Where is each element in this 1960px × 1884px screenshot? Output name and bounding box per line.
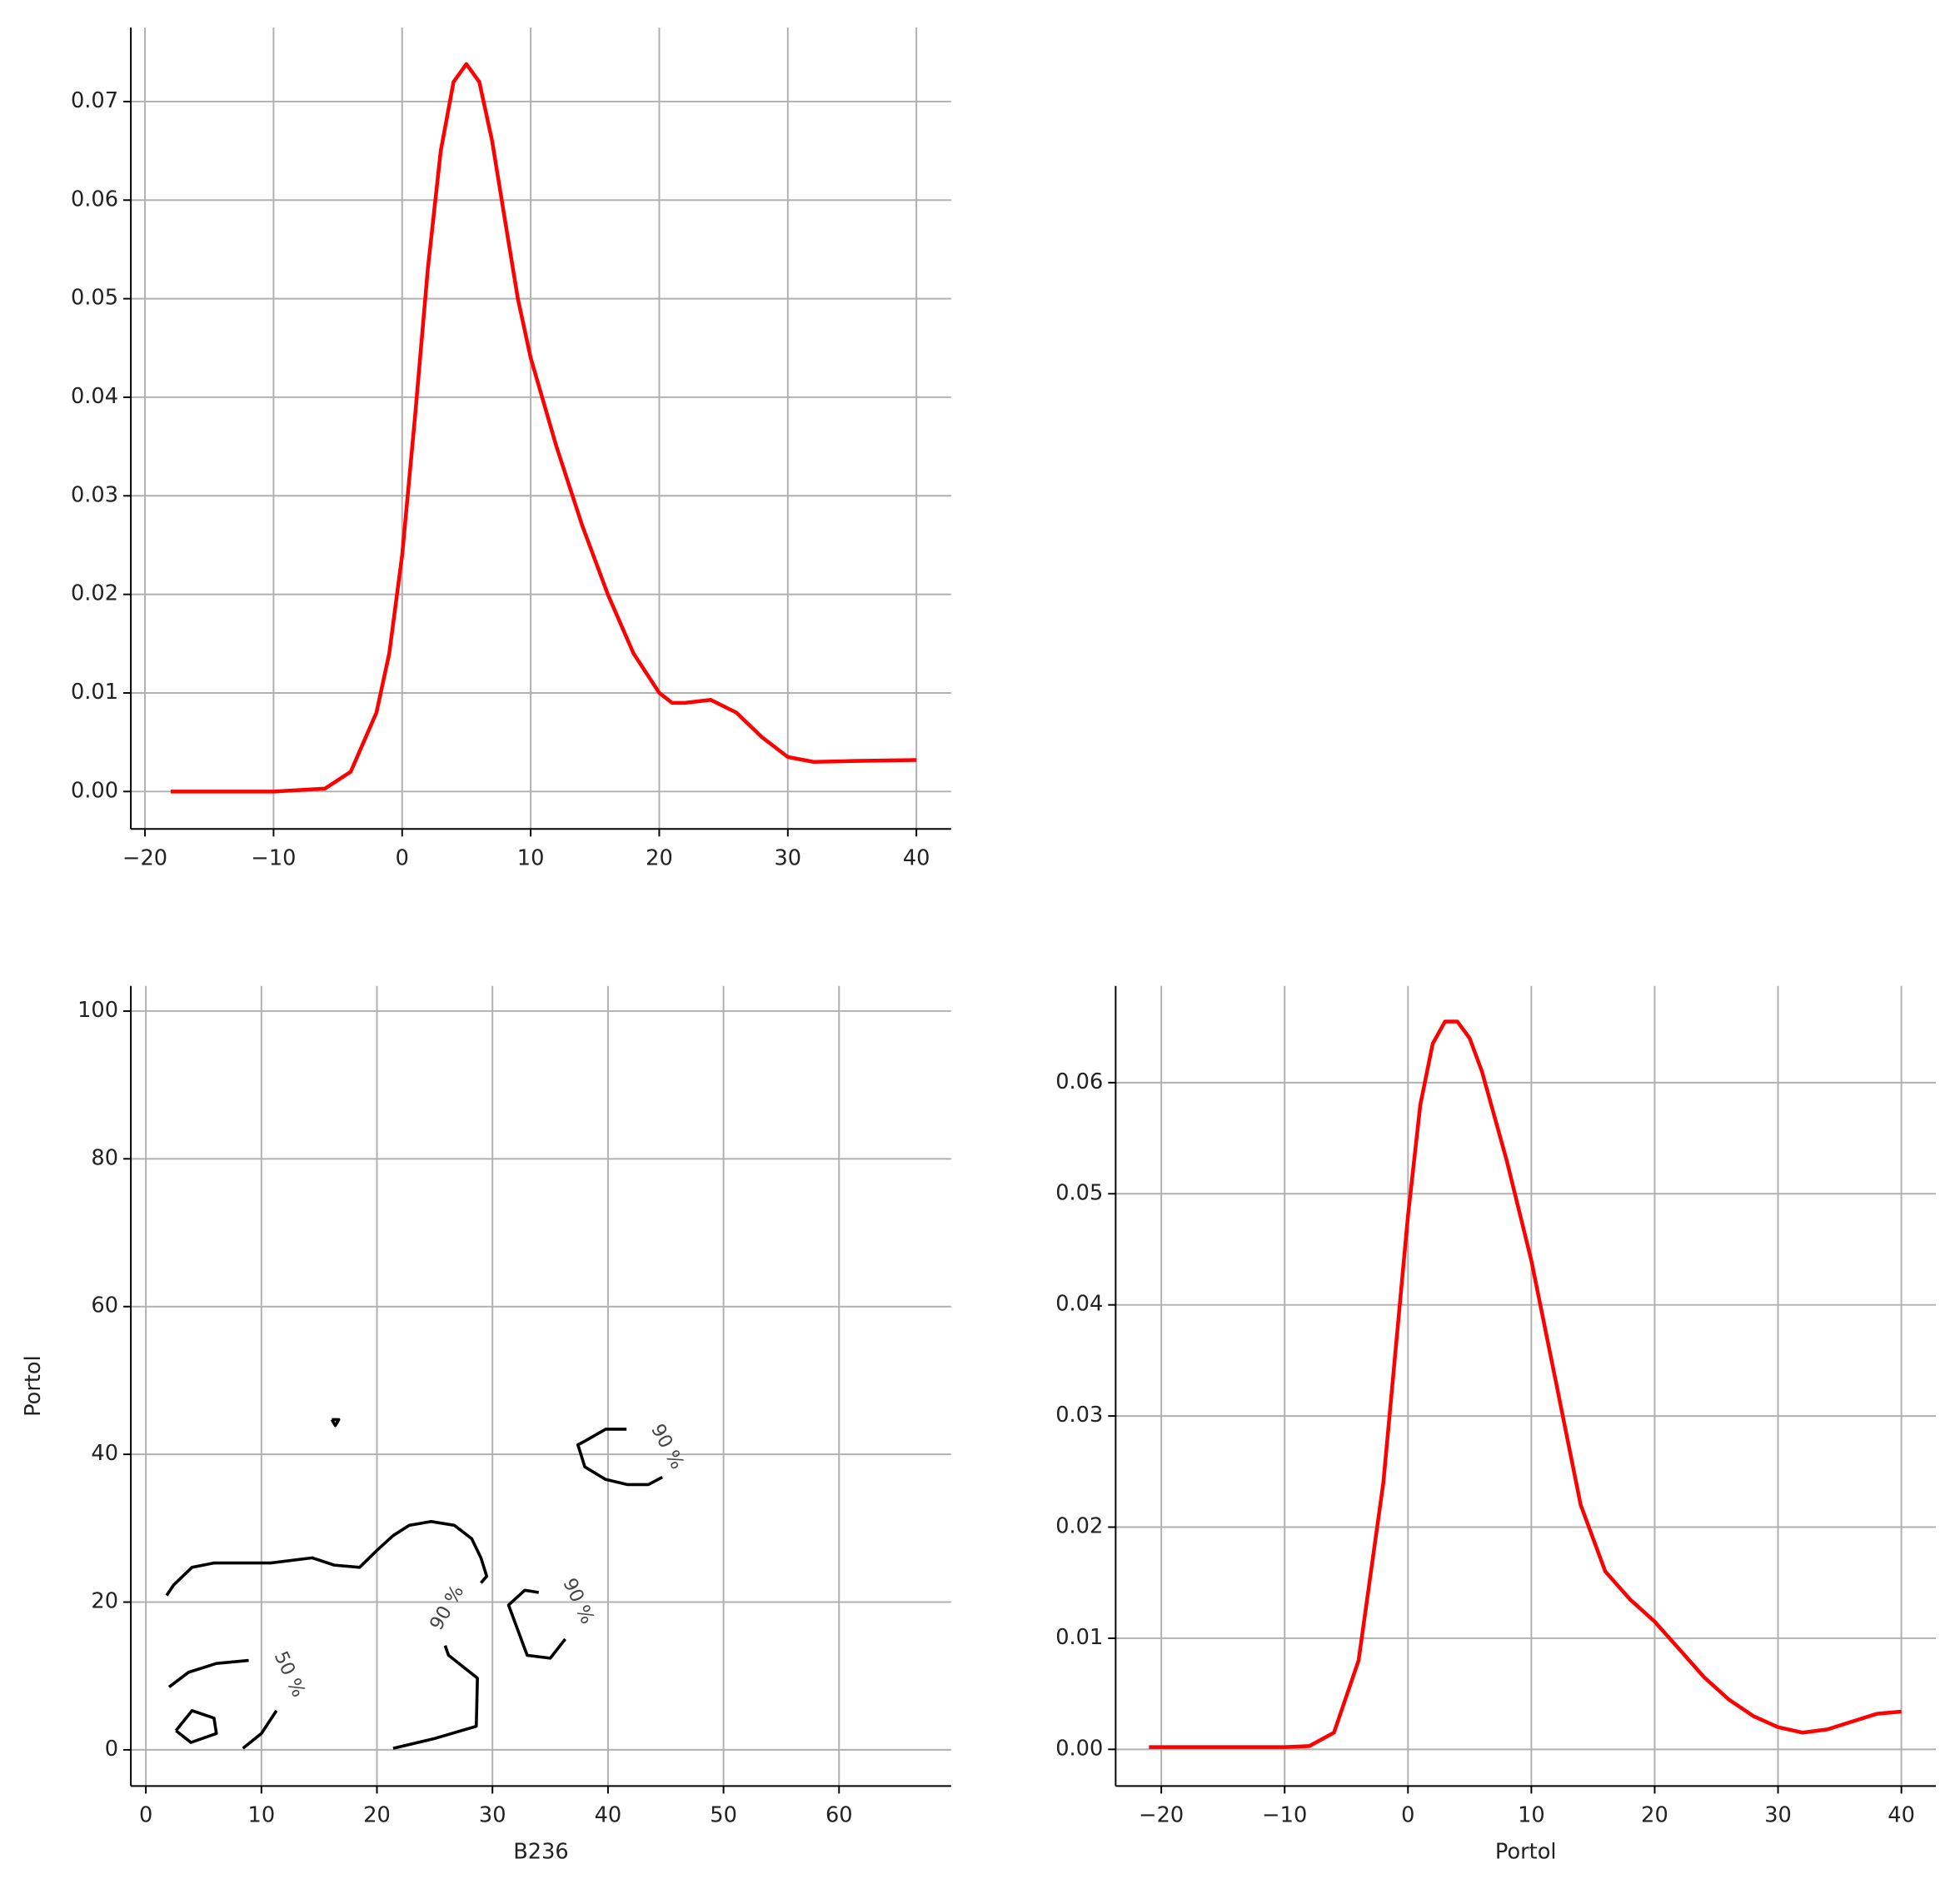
y-tick-label: 0 — [105, 1737, 118, 1762]
y-tick-label: 0.00 — [71, 778, 118, 803]
x-tick-label: 0 — [139, 1803, 152, 1828]
data-line — [242, 1709, 278, 1750]
y-tick-label: 0.04 — [1055, 1292, 1103, 1317]
y-tick-label: 0.04 — [71, 384, 118, 409]
y-axis-label: Portol — [21, 1355, 46, 1417]
y-tick-label: 40 — [91, 1441, 118, 1466]
data-line — [170, 62, 917, 794]
y-tick-label: 0.03 — [71, 482, 118, 507]
y-tick-label: 0.02 — [1055, 1514, 1103, 1539]
y-tick-label: 0.05 — [1055, 1180, 1103, 1205]
x-tick-label: 50 — [710, 1803, 737, 1828]
x-tick-label: 40 — [903, 845, 930, 870]
data-line — [167, 1658, 249, 1688]
x-axis-label: B236 — [513, 1839, 569, 1864]
x-tick-label: 20 — [1641, 1803, 1668, 1828]
data-line — [576, 1428, 663, 1487]
x-tick-label: −20 — [1139, 1803, 1184, 1828]
x-tick-label: 40 — [1888, 1803, 1915, 1828]
contour-label: 90 % — [426, 1582, 468, 1634]
y-tick-label: 80 — [91, 1145, 118, 1170]
contour-label: 50 % — [270, 1648, 310, 1701]
x-tick-label: 40 — [595, 1803, 622, 1828]
x-tick-label: 10 — [517, 845, 545, 870]
y-tick-label: 0.03 — [1055, 1403, 1103, 1428]
y-tick-label: 0.06 — [71, 187, 118, 212]
data-line — [330, 1418, 341, 1428]
x-tick-label: 10 — [1518, 1803, 1545, 1828]
data-line — [392, 1645, 479, 1750]
data-line — [165, 1519, 489, 1597]
data-line — [174, 1709, 218, 1744]
x-tick-label: −10 — [251, 845, 296, 870]
x-tick-label: 30 — [774, 845, 801, 870]
x-tick-label: 30 — [479, 1803, 506, 1828]
y-tick-label: 0.00 — [1055, 1736, 1103, 1761]
y-tick-label: 60 — [91, 1293, 118, 1318]
y-tick-label: 100 — [77, 998, 118, 1023]
contour-label: 90 % — [646, 1421, 688, 1473]
x-tick-label: −20 — [122, 845, 167, 870]
x-tick-label: −10 — [1262, 1803, 1307, 1828]
y-tick-label: 0.07 — [71, 88, 118, 113]
x-tick-label: 30 — [1764, 1803, 1792, 1828]
x-tick-label: 20 — [646, 845, 673, 870]
x-axis-label: Portol — [1495, 1839, 1557, 1864]
contour-label: 90 % — [558, 1575, 598, 1627]
data-line — [506, 1588, 566, 1660]
x-tick-label: 20 — [363, 1803, 391, 1828]
y-tick-label: 0.01 — [1055, 1625, 1103, 1650]
x-tick-label: 10 — [248, 1803, 276, 1828]
x-tick-label: 60 — [825, 1803, 853, 1828]
x-tick-label: 0 — [396, 845, 409, 870]
y-tick-label: 0.05 — [71, 286, 118, 311]
y-tick-label: 20 — [91, 1589, 118, 1614]
y-tick-label: 0.06 — [1055, 1069, 1103, 1094]
x-tick-label: 0 — [1401, 1803, 1414, 1828]
data-line — [1149, 1019, 1902, 1749]
y-tick-label: 0.02 — [71, 581, 118, 606]
y-tick-label: 0.01 — [71, 680, 118, 705]
